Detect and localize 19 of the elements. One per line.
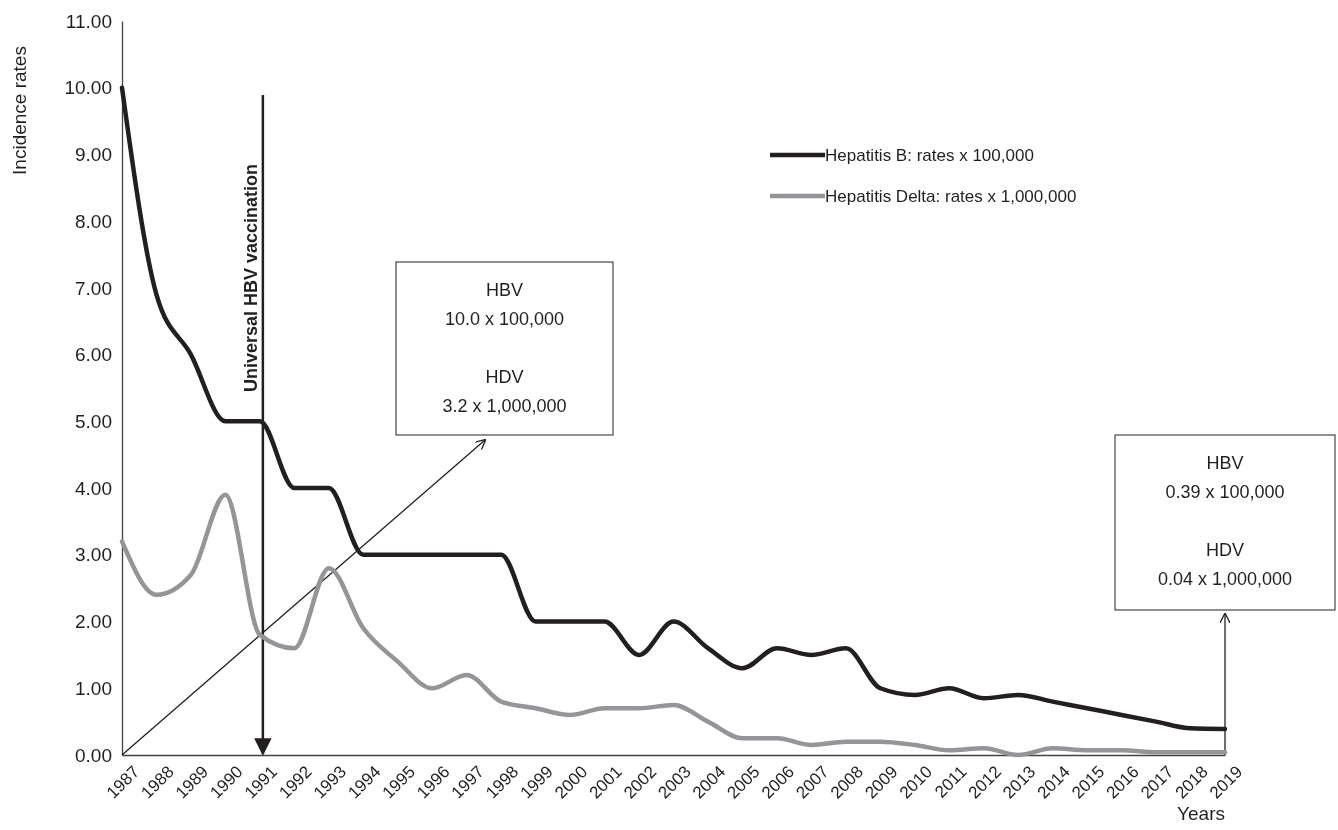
y-axis-title: Incidence rates	[9, 46, 30, 175]
y-tick-label: 8.00	[75, 210, 112, 232]
y-tick-label: 1.00	[75, 677, 112, 699]
legend-label: Hepatitis Delta: rates x 1,000,000	[825, 187, 1077, 206]
y-tick-label: 3.00	[75, 544, 112, 566]
y-tick-label: 7.00	[75, 277, 112, 299]
y-tick-label: 5.00	[75, 410, 112, 432]
ref-line-label: Universal HBV vaccination	[240, 163, 261, 392]
y-tick-label: 2.00	[75, 611, 112, 633]
y-tick-label: 9.00	[75, 144, 112, 166]
y-tick-label: 10.00	[64, 77, 112, 99]
callout-box: HBV 10.0 x 100,000 HDV 3.2 x 1,000,000	[395, 261, 614, 436]
y-tick-label: 6.00	[75, 344, 112, 366]
callout-box: HBV 0.39 x 100,000 HDV 0.04 x 1,000,000	[1114, 434, 1336, 611]
y-tick-label: 4.00	[75, 477, 112, 499]
y-tick-label: 0.00	[75, 744, 112, 766]
legend-label: Hepatitis B: rates x 100,000	[825, 146, 1034, 165]
y-tick-label: 11.00	[65, 10, 112, 32]
x-axis-title: Years	[1177, 803, 1225, 824]
